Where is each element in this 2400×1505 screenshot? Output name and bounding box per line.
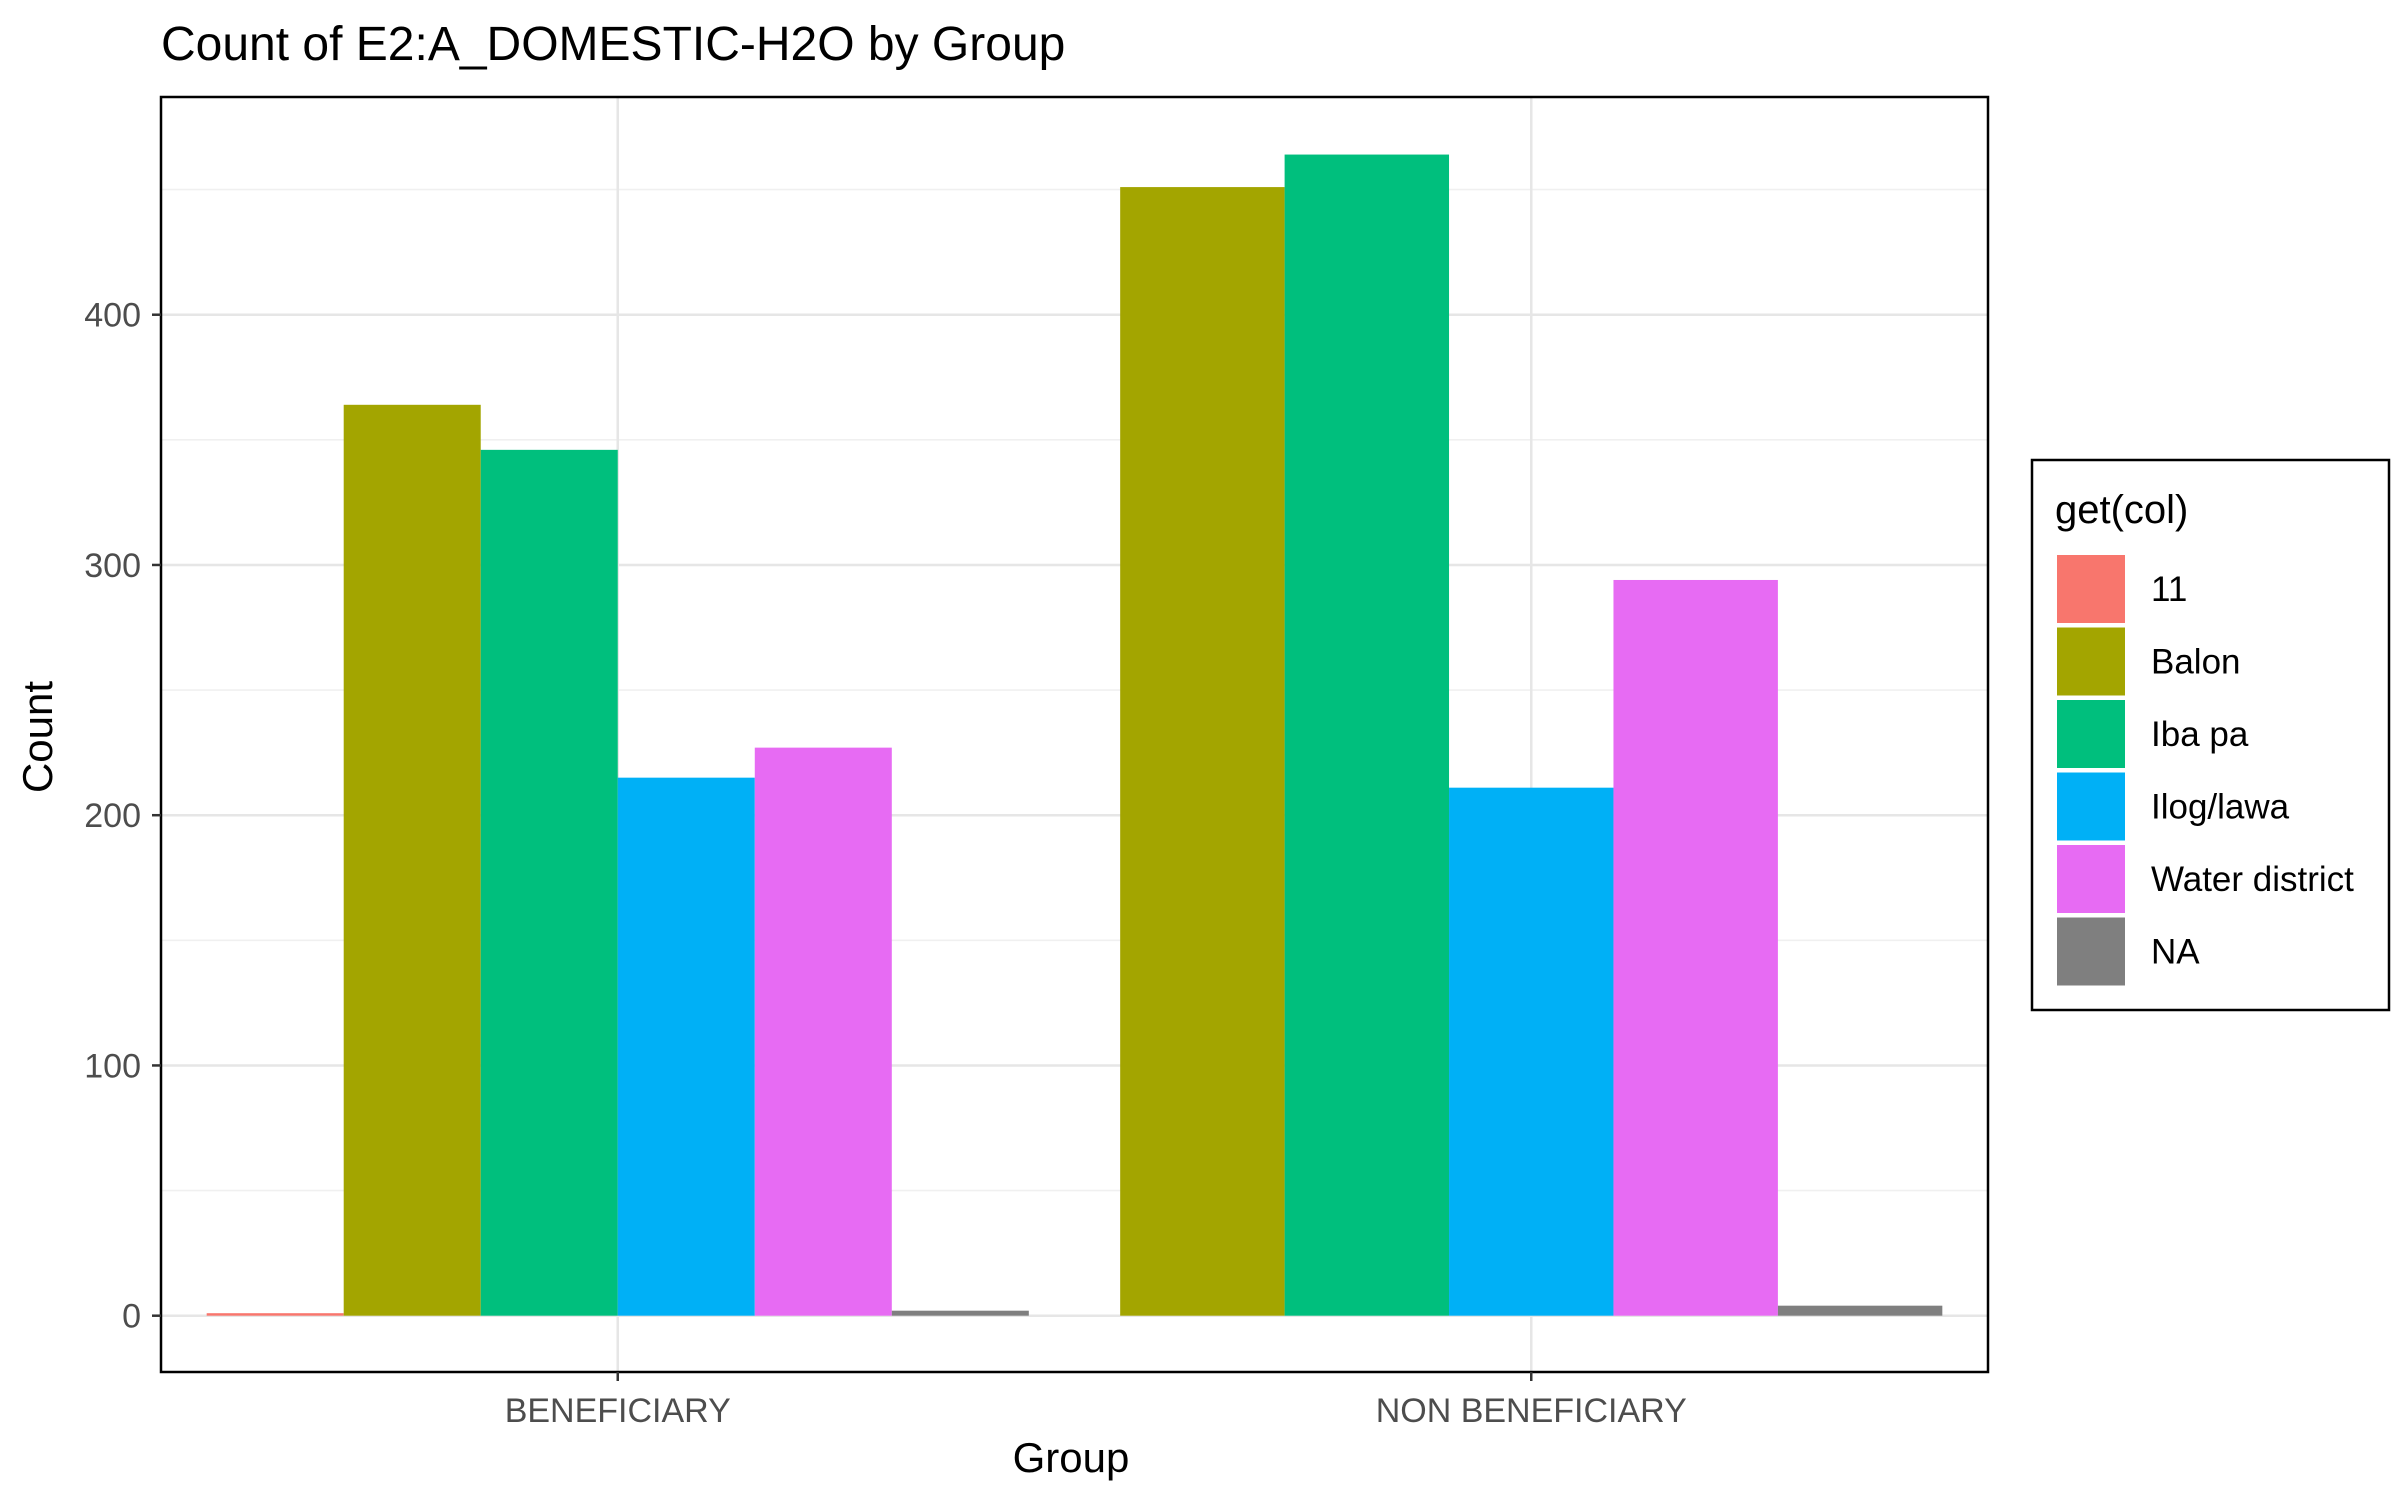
x-axis-label: Group [1013,1434,1130,1481]
bar-ilog-lawa-non-beneficiary [1449,787,1614,1316]
bar-balon-beneficiary [343,404,481,1316]
y-tick-label: 0 [122,1298,141,1336]
legend-entry-label: Balon [2151,643,2241,682]
bars [206,154,1943,1316]
x-axis: BENEFICIARY NON BENEFICIARY [505,1372,1687,1430]
legend: get(col) 11 Balon Iba pa Ilog/lawa Water dis… [2030,458,2391,1012]
chart-title: Count of E2:A_DOMESTIC-H2O by Group [161,18,1065,71]
legend-swatch [2057,627,2125,696]
bar-balon-non-beneficiary [1120,187,1285,1316]
legend-swatch [2057,845,2125,913]
y-tick-label: 300 [84,547,141,585]
bar-11-beneficiary [206,1313,344,1316]
bar-water-district-beneficiary [754,747,892,1316]
legend-swatch [2057,917,2125,986]
legend-entry-label: NA [2151,933,2200,972]
x-tick-label: NON BENEFICIARY [1376,1392,1687,1430]
bar-water-district-non-beneficiary [1613,579,1778,1316]
legend-title: get(col) [2055,488,2188,532]
legend-entry-label: Water district [2151,860,2354,899]
bar-iba-pa-beneficiary [480,449,618,1316]
x-tick-label: BENEFICIARY [505,1392,731,1430]
y-tick-label: 100 [84,1047,141,1085]
y-axis: 0 100 200 300 400 [84,297,161,1336]
legend-entry-label: Ilog/lawa [2151,788,2290,827]
legend-entry-label: Iba pa [2151,715,2249,754]
legend-swatch [2057,700,2125,768]
plot-panel-border [159,95,1990,1374]
y-tick-label: 200 [84,797,141,835]
y-axis-label: Count [14,681,61,793]
bar-iba-pa-non-beneficiary [1284,154,1450,1316]
legend-swatch [2057,772,2125,841]
bar-ilog-lawa-beneficiary [617,777,755,1316]
legend-entry-label: 11 [2151,570,2187,609]
y-tick-label: 400 [84,297,141,335]
legend-swatch [2057,555,2125,623]
bar-na-beneficiary [891,1310,1029,1316]
bar-na-non-beneficiary [1777,1305,1943,1316]
